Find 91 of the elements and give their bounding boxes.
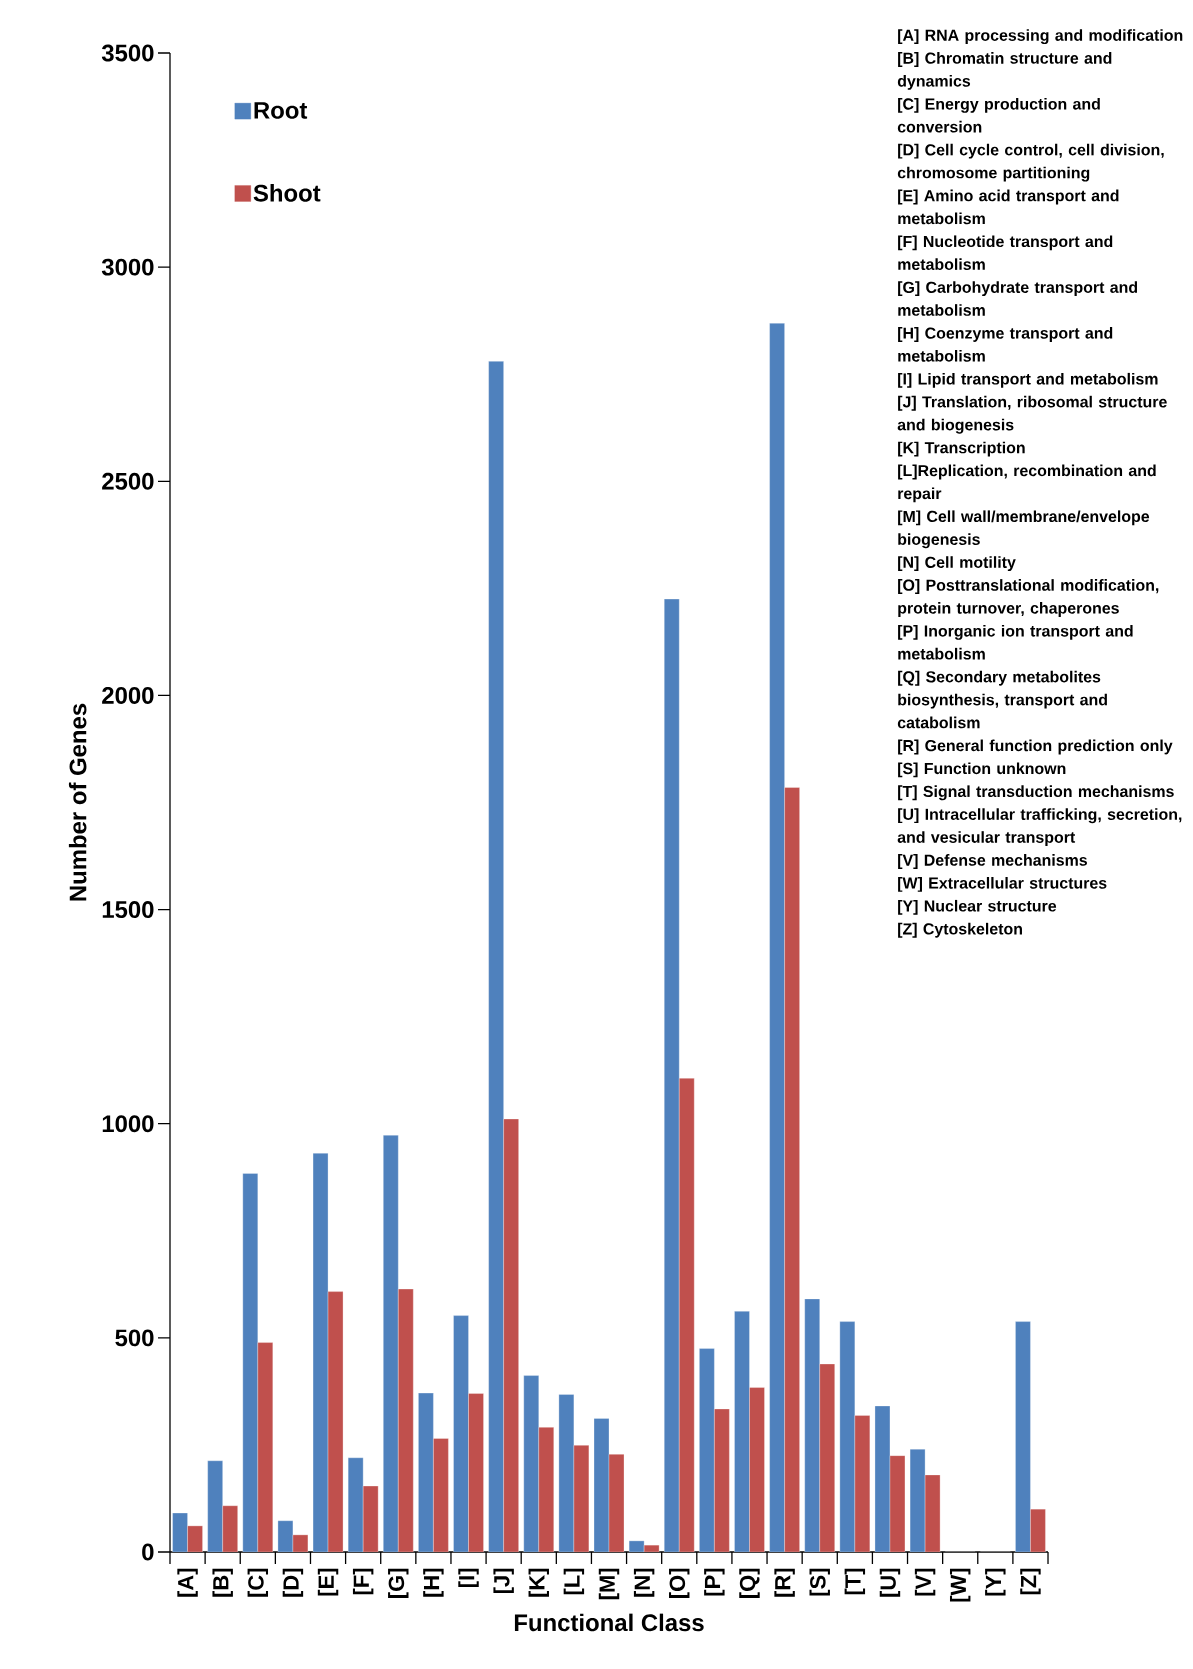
annotation: [I] Lipid transport and metabolism [898, 372, 1158, 388]
x-tick-label: [K] [528, 1568, 549, 1597]
annotation: [P] Inorganic ion transport and metabolism [898, 624, 1133, 660]
x-tick-label: [Q] [739, 1568, 760, 1598]
bar [418, 1392, 434, 1552]
annotation: [Z] Cytoskeleton [898, 922, 1022, 938]
x-tick-label: [R] [774, 1568, 795, 1597]
annotation: [J] Translation, ribosomal structure and biogenesis [897, 395, 1167, 434]
annotation: [Q] Secondary metabolites biosynthesis, transport and catabolism [897, 670, 1107, 729]
x-tick-label: [I] [458, 1568, 479, 1587]
bar [383, 1135, 399, 1552]
y-tick-label: 1500 [102, 901, 154, 919]
bar [257, 1342, 273, 1552]
bar [854, 1415, 870, 1552]
x-tick-label: [C] [247, 1568, 269, 1597]
bar [769, 323, 785, 1552]
bar [503, 1118, 519, 1552]
y-tick-label: 1000 [102, 1115, 154, 1133]
text: [A] RNA processing and modification [898, 29, 1183, 45]
annotation: [S] Function unknown [898, 762, 1066, 778]
bar [679, 1078, 695, 1552]
legend-label: Shoot [253, 184, 321, 202]
x-tick-label: [Z] [1020, 1568, 1041, 1595]
annotation: [H] Coenzyme transport and metabolism [898, 327, 1113, 362]
bar [468, 1393, 484, 1552]
bar [714, 1408, 730, 1552]
x-tick-label: [T] [844, 1568, 866, 1595]
y-tick-label: 500 [115, 1329, 154, 1347]
annotation: [K] Transcription [898, 441, 1025, 457]
bar [749, 1387, 765, 1552]
y-tick-label: 3500 [101, 44, 154, 62]
x-tick-label: [P] [704, 1568, 725, 1596]
x-tick-label: [O] [669, 1568, 690, 1598]
x-tick-label: [J] [493, 1568, 514, 1594]
annotation: [C] Energy production and conversion [897, 97, 1100, 133]
bar [819, 1363, 835, 1552]
x-tick-label: [L] [563, 1568, 585, 1595]
annotation: [W] Extracellular structures [898, 877, 1107, 892]
bar [734, 1311, 750, 1552]
x-tick-label: [E] [317, 1568, 339, 1596]
x-tick-label: [F] [352, 1568, 374, 1595]
y-axis-title: Number of Genes [68, 703, 87, 901]
bar [242, 1173, 258, 1552]
bar [348, 1457, 364, 1552]
bar [453, 1315, 469, 1552]
annotation: [M] Cell wall/membrane/envelope biogenesis [898, 510, 1150, 549]
annotation: [D] Cell cycle control, cell division, chromosome partitioning [897, 143, 1164, 182]
bar [398, 1288, 414, 1552]
y-tick-label: 0 [142, 1543, 154, 1561]
bar [363, 1485, 379, 1552]
bar [488, 361, 504, 1552]
annotation: [R] General function prediction only [898, 739, 1173, 755]
x-tick-label: [B] [212, 1568, 233, 1597]
annotation: [B] Chromatin structure and dynamics [897, 52, 1112, 90]
x-tick-label: [W] [949, 1568, 971, 1602]
annotation: [V] Defense mechanisms [898, 854, 1087, 869]
x-axis-title: Functional Class [514, 1613, 704, 1632]
annotation: [U] Intracellular trafficking, secretion, and vesicular transport [897, 808, 1182, 847]
bar [784, 787, 800, 1552]
annotation: [O] Posttranslational modification, protein turnover, chaperones [898, 579, 1159, 617]
x-tick-label: [A] [177, 1568, 198, 1597]
x-tick-label: [D] [282, 1568, 304, 1597]
bar [523, 1375, 539, 1552]
x-tick-label: [G] [388, 1568, 409, 1598]
bar [207, 1460, 223, 1552]
bar [664, 598, 680, 1552]
x-tick-label: [H] [423, 1568, 444, 1597]
x-tick-label: [V] [914, 1568, 936, 1596]
bar [538, 1427, 554, 1552]
bar [222, 1505, 238, 1552]
bar [1015, 1321, 1031, 1552]
x-tick-label: [M] [598, 1568, 620, 1600]
x-tick-label: [Y] [985, 1568, 1006, 1596]
annotation: [N] Cell motility [898, 556, 1016, 572]
y-tick-label: 2000 [102, 686, 154, 704]
x-tick-label: [N] [633, 1568, 655, 1597]
bar [804, 1298, 820, 1552]
annotation: [Y] Nuclear structure [898, 899, 1057, 915]
x-tick-label: [S] [809, 1568, 830, 1596]
annotation: [G] Carbohydrate transport and metabolism [898, 281, 1138, 316]
y-tick-label: 3000 [101, 258, 154, 276]
annotation: [F] Nucleotide transport and metabolism [898, 235, 1113, 271]
bar [839, 1321, 855, 1552]
x-tick-label: [U] [879, 1568, 901, 1597]
bar [699, 1348, 715, 1552]
annotation: [L]Replication, recombination and repair [898, 464, 1156, 503]
y-tick-label: 2500 [102, 472, 154, 490]
legend-label: Root [254, 102, 308, 119]
annotation: [T] Signal transduction mechanisms [898, 785, 1174, 801]
bar [433, 1438, 449, 1552]
annotation: [E] Amino acid transport and metabolism [898, 189, 1119, 225]
